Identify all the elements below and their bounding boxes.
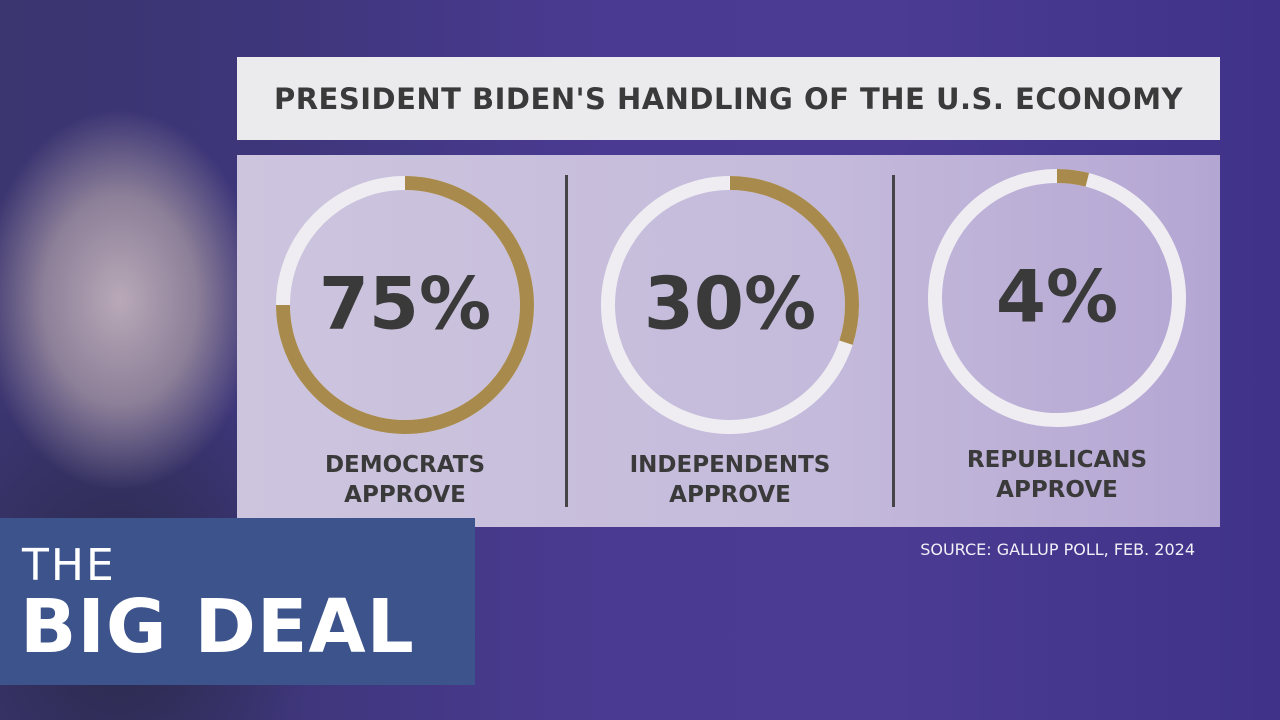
value-label: 4% xyxy=(996,255,1118,339)
chart-panel xyxy=(237,155,1220,527)
category-label: REPUBLICANS APPROVE xyxy=(966,447,1148,503)
source-note: SOURCE: GALLUP POLL, FEB. 2024 xyxy=(920,540,1195,559)
branding-box xyxy=(0,518,475,685)
ring-value xyxy=(928,169,1186,427)
branding-title: BIG DEAL xyxy=(20,584,415,670)
value-label: 30% xyxy=(644,262,816,346)
branding-line: THE xyxy=(22,540,116,591)
chart-title: PRESIDENT BIDEN'S HANDLING OF THE U.S. E… xyxy=(237,57,1220,140)
category-label: DEMOCRATS APPROVE xyxy=(324,452,486,508)
divider xyxy=(892,175,895,507)
category-label: INDEPENDENTS APPROVE xyxy=(629,452,831,508)
divider xyxy=(565,175,568,507)
value-label: 75% xyxy=(319,262,491,346)
ring-value xyxy=(276,176,534,434)
ring-value xyxy=(601,176,859,434)
